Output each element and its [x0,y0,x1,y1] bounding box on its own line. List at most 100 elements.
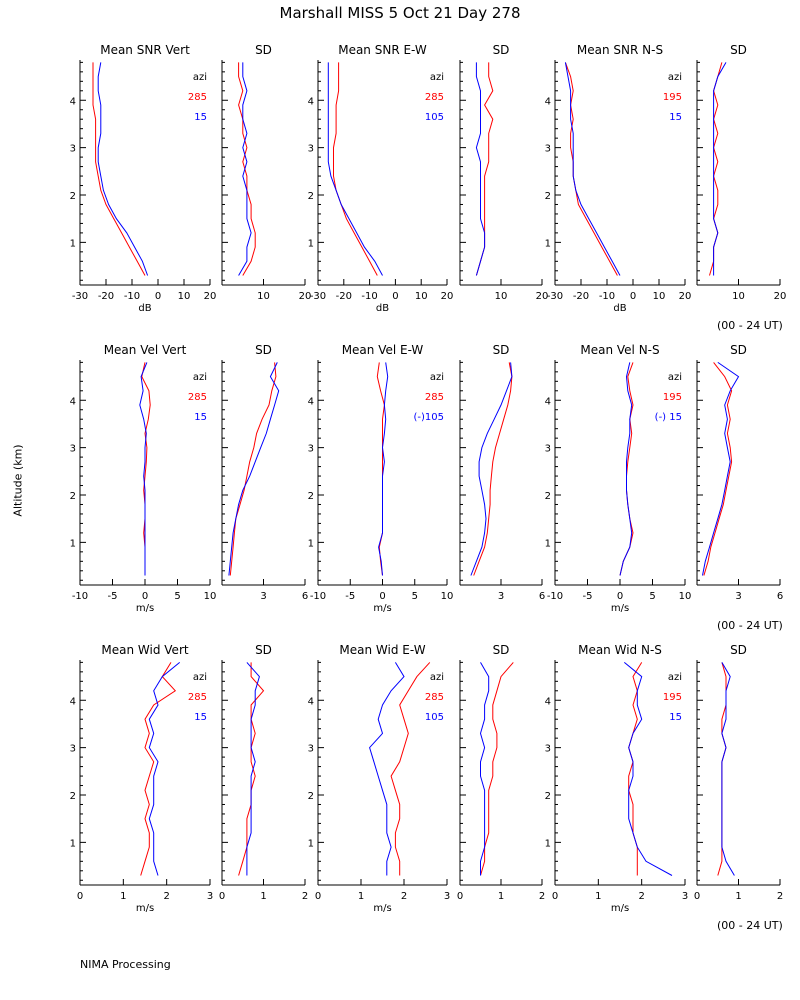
r3c3-legend-a: 285 [425,692,444,703]
r2c3-title: Mean Vel E-W [342,343,424,357]
r3c5-x-tick-label: 3 [682,891,688,902]
r3c1-y-tick-label: 4 [70,696,76,707]
r1c1-x-tick-label: 0 [155,291,161,302]
r3c2-x-tick-label: 1 [260,891,266,902]
r2c6-x-tick-label: 3 [735,591,741,602]
r2c3-x-tick-label: 0 [379,591,385,602]
r1c1-y-tick-label: 2 [70,191,76,202]
r2c4-x-tick-label: 6 [539,591,545,602]
r3c6-x-tick-label: 2 [777,891,783,902]
r2c6-x-tick-label: 6 [777,591,783,602]
r3c3-x-unit: m/s [373,903,391,914]
r1c1-x-tick-label: -10 [124,291,140,302]
r2c5-x-unit: m/s [611,603,629,614]
r3c1-legend-a: 285 [188,692,207,703]
y-axis-label: Altitude (km) [11,444,25,517]
r3c4-x-tick-label: 0 [457,891,463,902]
r1c5-x-tick-label: -30 [547,291,563,302]
r1c3-x-tick-label: -30 [310,291,326,302]
r3c3-x-tick-label: 3 [444,891,450,902]
r3c6-x-tick-label: 1 [735,891,741,902]
r1c1-y-tick-label: 3 [70,144,76,155]
r2c6-title: SD [730,343,747,357]
r2c5-series-blue-line [619,362,633,576]
r3c5-series-blue-line [623,662,673,876]
r2c1-series-blue-line [139,362,148,576]
r2c5-y-tick-label: 4 [545,396,551,407]
r3c5-x-tick-label: 0 [552,891,558,902]
r2c6-series-red-line [703,362,733,576]
r1c3-x-tick-label: 0 [392,291,398,302]
r1c1-y-tick-label: 1 [70,238,76,249]
r1c1-x-tick-label: 10 [178,291,191,302]
r1c3-series-blue-line [327,62,383,276]
r2c4-x-tick-label: 3 [498,591,504,602]
r1c1-legend-a: 285 [188,92,207,103]
r2c5-title: Mean Vel N-S [580,343,659,357]
r3c3-y-tick-label: 3 [308,744,314,755]
r2c3-legend-b: (-)105 [414,412,445,423]
r1c5-x-tick-label: 20 [679,291,692,302]
r3c6-series-blue-line [721,662,735,876]
r2c1-x-unit: m/s [136,603,154,614]
r3c2-x-tick-label: 0 [219,891,225,902]
r2c1-x-tick-label: 10 [204,591,217,602]
r3c5-x-tick-label: 1 [595,891,601,902]
r2c1-legend-a: 285 [188,392,207,403]
r1c6-x-tick-label: 10 [732,291,745,302]
r2c1-y-tick-label: 3 [70,444,76,455]
r2c1-y-tick-label: 4 [70,396,76,407]
r2c3-series-blue-line [378,362,389,576]
r1c5-series-blue-line [564,62,621,276]
r1c6-series-blue-line [713,62,727,276]
r3c3-y-tick-label: 4 [308,696,314,707]
r1c1-x-tick-label: -20 [98,291,114,302]
r3c1-title: Mean Wid Vert [101,643,188,657]
r2c2-x-tick-label: 6 [302,591,308,602]
r1c2-x-tick-label: 10 [257,291,270,302]
r3c1-y-tick-label: 2 [70,791,76,802]
r2c1-legend-head: azi [193,372,207,383]
r1c3-legend-head: azi [430,72,444,83]
r1c1-x-tick-label: 20 [204,291,217,302]
r1c5-legend-head: azi [668,72,682,83]
r1c3-x-tick-label: 20 [441,291,454,302]
r1c1-x-unit: dB [138,303,151,314]
r3c5-y-tick-label: 3 [545,744,551,755]
r1c3-x-tick-label: -20 [336,291,352,302]
r1c3-x-unit: dB [376,303,389,314]
r3c1-x-tick-label: 1 [120,891,126,902]
r1c1-series-blue-line [97,62,149,276]
r2c1-y-tick-label: 1 [70,538,76,549]
r3c6-x-tick-label: 0 [694,891,700,902]
r1c5-y-tick-label: 4 [545,96,551,107]
r3c1-y-tick-label: 1 [70,838,76,849]
r3c2-series-blue-line [246,662,260,876]
r1c2-series-red-line [238,62,256,276]
r2c1-series-red-line [141,362,151,576]
r3c6-title: SD [730,643,747,657]
r2c6-series-blue-line [702,361,740,576]
r2c1-x-tick-label: 5 [174,591,180,602]
r3c5-y-tick-label: 4 [545,696,551,707]
r1c3-y-tick-label: 4 [308,96,314,107]
r3c5-series-red-line [628,662,643,876]
r1c5-y-tick-label: 3 [545,144,551,155]
r3c3-y-tick-label: 1 [308,838,314,849]
r1c3-y-tick-label: 2 [308,191,314,202]
r2c3-legend-a: 285 [425,392,444,403]
r2c4-series-red-line [473,362,513,576]
r1c5-y-tick-label: 1 [545,238,551,249]
r1c5-x-tick-label: -10 [599,291,615,302]
r3c2-title: SD [255,643,272,657]
r2c4-title: SD [493,343,510,357]
r3c5-title: Mean Wid N-S [578,643,662,657]
r2c1-title: Mean Vel Vert [104,343,187,357]
r3c3-x-tick-label: 1 [358,891,364,902]
r1c5-x-unit: dB [613,303,626,314]
r1c5-x-tick-label: 10 [653,291,666,302]
r2c5-legend-b: (-) 15 [655,412,682,423]
r2c2-x-tick-label: 3 [260,591,266,602]
r1c5-legend-b: 15 [669,112,682,123]
r1c3-y-tick-label: 1 [308,238,314,249]
